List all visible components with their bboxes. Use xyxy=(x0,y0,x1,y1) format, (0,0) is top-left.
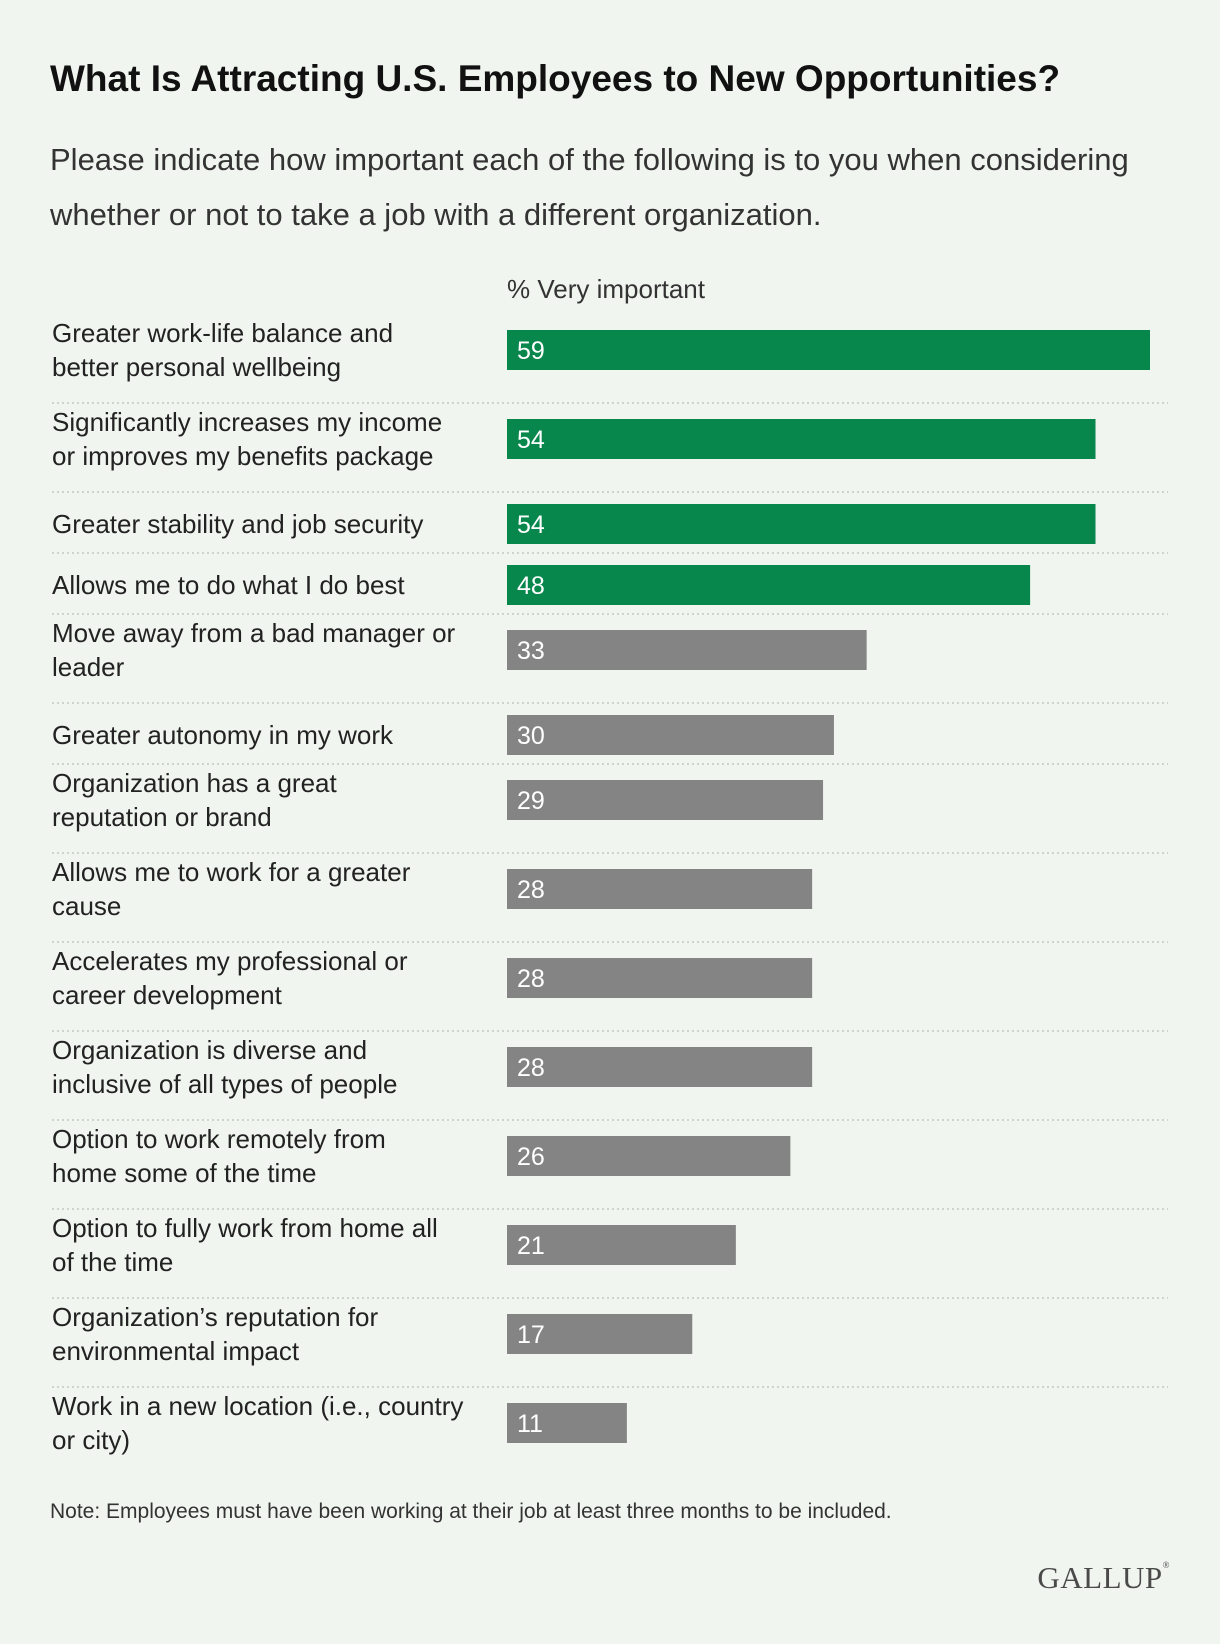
bar xyxy=(507,715,834,755)
bar-category-label: Option to fully work from home all of the… xyxy=(52,1213,438,1277)
bar-category-label-line: inclusive of all types of people xyxy=(52,1069,397,1099)
bar-category-label-line: home some of the time xyxy=(52,1158,316,1188)
bar-category-label: Greater stability and job security xyxy=(52,509,423,539)
bar-category-label: Move away from a bad manager or leader xyxy=(52,618,456,682)
series-label: % Very important xyxy=(507,274,705,304)
bar-category-label: Accelerates my professional or career dev… xyxy=(52,946,408,1010)
bar-value-label: 30 xyxy=(517,722,545,750)
bar xyxy=(507,330,1150,370)
gallup-logo: GALLUP® xyxy=(1037,1560,1170,1596)
bar-category-label-line: environmental impact xyxy=(52,1336,300,1366)
bar-category-label: Organization has a great reputation or br… xyxy=(52,768,338,832)
bar-value-label: 11 xyxy=(517,1410,543,1438)
bar-category-label-line: cause xyxy=(52,891,121,921)
bar xyxy=(507,869,813,909)
logo-registered-mark: ® xyxy=(1162,1560,1170,1570)
chart-title: What Is Attracting U.S. Employees to New… xyxy=(50,58,1061,99)
chart-note: Note: Employees must have been working a… xyxy=(50,1500,892,1523)
bar-value-label: 17 xyxy=(517,1321,545,1349)
bar-value-label: 29 xyxy=(517,787,545,815)
bar-category-label-line: Organization is diverse and xyxy=(52,1035,367,1065)
bar-category-label-line: better personal wellbeing xyxy=(52,352,341,382)
bar xyxy=(507,630,867,670)
bar-category-label-line: Organization’s reputation for xyxy=(52,1302,378,1332)
bar-category-label-line: leader xyxy=(52,652,125,682)
bar-value-label: 26 xyxy=(517,1143,545,1171)
bar-category-label-line: Greater stability and job security xyxy=(52,509,423,539)
bar-value-label: 21 xyxy=(517,1232,545,1260)
bar xyxy=(507,1136,791,1176)
bar-chart: Greater work-life balance and better pers… xyxy=(52,318,1168,1455)
bar-value-label: 48 xyxy=(517,572,545,600)
bar-category-label: Greater work-life balance and better pers… xyxy=(52,318,393,382)
bar-category-label-line: or city) xyxy=(52,1425,130,1455)
bar xyxy=(507,780,824,820)
bar-value-label: 59 xyxy=(517,337,545,365)
bar xyxy=(507,1225,736,1265)
bar-category-label-line: Work in a new location (i.e., country xyxy=(52,1391,463,1421)
bar-value-label: 33 xyxy=(517,637,545,665)
bar-category-label: Significantly increases my income or impr… xyxy=(52,407,442,471)
bar-category-label-line: Move away from a bad manager or xyxy=(52,618,456,648)
bar-value-label: 54 xyxy=(517,511,545,539)
bar-category-label-line: Significantly increases my income xyxy=(52,407,442,437)
bar-value-label: 28 xyxy=(517,965,545,993)
bar-category-label-line: Allows me to do what I do best xyxy=(52,570,405,600)
bar-category-label: Allows me to do what I do best xyxy=(52,570,405,600)
bar-value-label: 54 xyxy=(517,426,545,454)
bar-category-label-line: Greater work-life balance and xyxy=(52,318,393,348)
bar-category-label-line: of the time xyxy=(52,1247,173,1277)
bar-category-label: Work in a new location (i.e., country or … xyxy=(52,1391,463,1455)
bar-category-label-line: Organization has a great xyxy=(52,768,338,798)
bar-category-label-line: Option to work remotely from xyxy=(52,1124,386,1154)
bar xyxy=(507,1314,693,1354)
bar-category-label-line: Allows me to work for a greater xyxy=(52,857,411,887)
bar-category-label-line: Greater autonomy in my work xyxy=(52,720,394,750)
bar-category-label-line: Option to fully work from home all xyxy=(52,1213,438,1243)
bar-category-label: Organization’s reputation for environment… xyxy=(52,1302,378,1366)
bar-category-label-line: or improves my benefits package xyxy=(52,441,434,471)
bar xyxy=(507,565,1031,605)
bar xyxy=(507,958,813,998)
chart-subtitle: Please indicate how important each of th… xyxy=(50,142,1129,232)
bar-category-label-line: career development xyxy=(52,980,283,1010)
bar-value-label: 28 xyxy=(517,876,545,904)
bar-category-label-line: Accelerates my professional or xyxy=(52,946,408,976)
bar xyxy=(507,1403,627,1443)
bar-category-label: Option to work remotely from home some of… xyxy=(52,1124,386,1188)
bar-category-label: Greater autonomy in my work xyxy=(52,720,394,750)
bar-category-label: Organization is diverse and inclusive of … xyxy=(52,1035,397,1099)
bar xyxy=(507,504,1096,544)
logo-text: GALLUP xyxy=(1037,1560,1163,1595)
bar xyxy=(507,1047,813,1087)
bar-category-label: Allows me to work for a greater cause xyxy=(52,857,411,921)
bar-category-label-line: reputation or brand xyxy=(52,802,272,832)
bar-value-label: 28 xyxy=(517,1054,545,1082)
bar xyxy=(507,419,1096,459)
